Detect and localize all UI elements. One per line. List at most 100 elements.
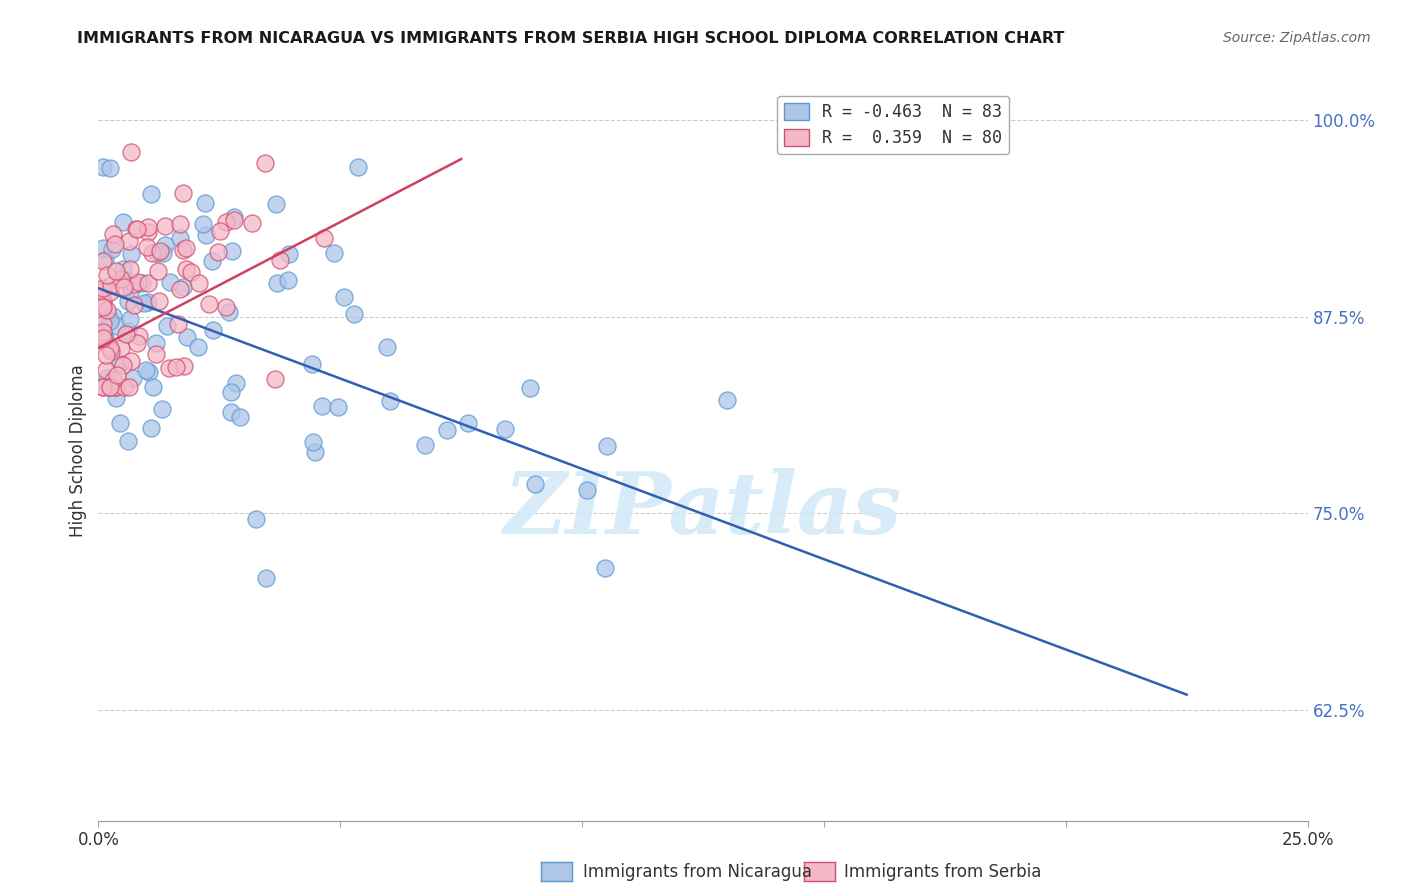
Point [124, 298, 146, 312]
Point [149, 244, 172, 258]
Point [136, 220, 159, 235]
Point [148, 293, 170, 308]
Point [187, 340, 209, 354]
Point [202, 323, 225, 337]
Point [98, 380, 121, 394]
Point [103, 309, 125, 323]
Point [169, 230, 191, 244]
Point [145, 246, 167, 260]
Point [94, 363, 117, 377]
Point [91, 285, 114, 299]
Point [91, 331, 114, 345]
Point [159, 276, 181, 290]
Text: Immigrants from Nicaragua: Immigrants from Nicaragua [583, 863, 813, 881]
Point [172, 279, 194, 293]
Point [104, 237, 127, 252]
Point [96, 268, 118, 283]
Point [91, 380, 114, 394]
Point [159, 360, 181, 375]
Point [125, 222, 148, 236]
Point [91, 160, 114, 174]
Point [115, 326, 138, 341]
Point [145, 335, 167, 350]
Point [139, 420, 162, 434]
Point [103, 227, 125, 242]
Point [135, 363, 157, 377]
Point [118, 380, 141, 394]
Point [225, 376, 247, 390]
Point [112, 261, 135, 276]
Point [91, 323, 114, 337]
Point [120, 312, 142, 326]
Point [172, 243, 194, 257]
Point [277, 273, 299, 287]
Point [112, 280, 135, 294]
Text: ZIPatlas: ZIPatlas [503, 468, 903, 551]
Point [224, 210, 246, 224]
Point [222, 213, 245, 227]
Point [278, 247, 301, 261]
Point [97, 309, 120, 323]
Point [194, 196, 217, 211]
Point [93, 380, 115, 394]
Point [98, 341, 121, 355]
Point [124, 277, 146, 292]
Point [167, 317, 190, 331]
Point [254, 571, 277, 585]
Point [120, 145, 142, 160]
Point [219, 384, 242, 399]
Point [436, 423, 458, 437]
Point [122, 371, 145, 385]
Point [91, 297, 114, 311]
Point [153, 238, 176, 252]
Point [413, 438, 436, 452]
Point [332, 290, 354, 304]
Point [254, 156, 277, 170]
Point [117, 294, 139, 309]
Point [127, 275, 149, 289]
Point [134, 296, 156, 310]
Point [120, 353, 142, 368]
Point [91, 325, 114, 339]
Point [193, 217, 215, 231]
Point [195, 228, 218, 243]
Point [114, 273, 136, 287]
Point [494, 422, 516, 436]
Point [207, 245, 229, 260]
Point [314, 231, 336, 245]
Point [136, 276, 159, 290]
Point [240, 215, 263, 229]
Point [112, 380, 135, 394]
Point [519, 381, 541, 395]
Point [120, 284, 142, 298]
Point [173, 359, 195, 374]
Point [138, 365, 160, 379]
Text: Source: ZipAtlas.com: Source: ZipAtlas.com [1223, 31, 1371, 45]
Point [169, 282, 191, 296]
Point [302, 434, 325, 449]
Point [100, 278, 122, 293]
Point [138, 295, 160, 310]
Point [110, 416, 132, 430]
Point [91, 300, 114, 314]
Point [98, 285, 121, 300]
Point [152, 401, 174, 416]
Point [187, 276, 209, 290]
Point [301, 358, 323, 372]
Point [111, 358, 134, 372]
Point [176, 261, 198, 276]
Point [94, 253, 117, 268]
Text: Immigrants from Serbia: Immigrants from Serbia [844, 863, 1040, 881]
Point [104, 380, 127, 394]
Point [118, 234, 141, 248]
Y-axis label: High School Diploma: High School Diploma [69, 364, 87, 537]
Point [375, 340, 398, 354]
Point [141, 246, 163, 260]
Point [110, 356, 132, 370]
Point [180, 265, 202, 279]
Point [105, 391, 128, 405]
Point [165, 360, 187, 375]
Point [576, 483, 599, 498]
Point [91, 253, 114, 268]
Point [104, 264, 127, 278]
